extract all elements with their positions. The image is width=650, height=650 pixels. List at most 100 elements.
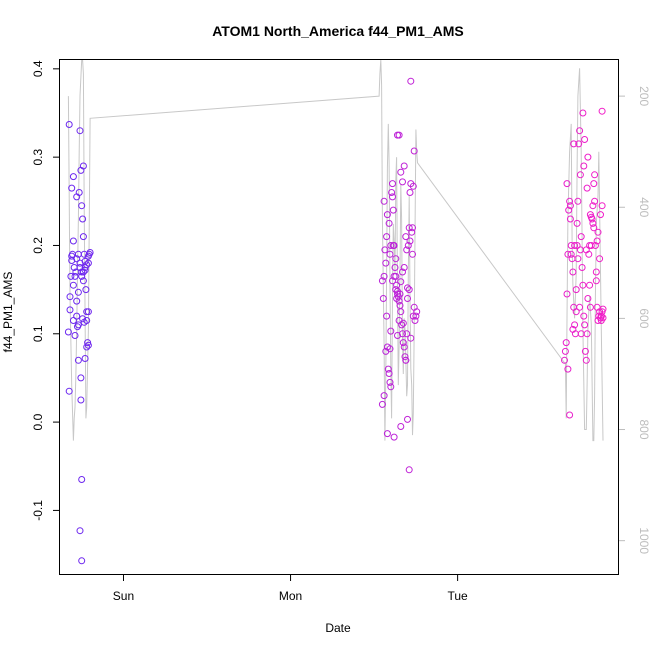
data-point — [387, 242, 395, 249]
data-point — [390, 433, 398, 441]
data-point — [69, 237, 77, 245]
y-tick-label: 0.1 — [31, 325, 45, 342]
data-point — [378, 277, 386, 285]
data-point — [78, 272, 86, 280]
data-point — [82, 286, 90, 294]
data-point — [79, 277, 87, 285]
data-point — [586, 281, 594, 289]
data-point — [405, 286, 413, 294]
data-point — [576, 171, 584, 179]
data-point — [84, 341, 92, 349]
pressure-line — [67, 59, 604, 442]
data-point — [589, 202, 597, 210]
data-point — [410, 147, 418, 155]
data-point — [383, 312, 391, 320]
data-point — [574, 197, 582, 205]
data-point — [395, 131, 403, 139]
data-point — [83, 343, 91, 351]
data-point — [577, 233, 585, 241]
data-point — [576, 127, 584, 135]
y-tick-label: 0.0 — [31, 413, 45, 430]
data-point — [584, 295, 592, 302]
data-point — [576, 303, 584, 311]
data-point — [566, 215, 574, 223]
data-point — [582, 246, 590, 254]
data-point — [593, 237, 601, 245]
y-tick-label: -0.1 — [31, 500, 45, 521]
data-point — [397, 278, 405, 286]
data-point — [590, 224, 598, 232]
data-point — [561, 347, 569, 355]
data-point — [84, 252, 92, 260]
points-layer — [64, 77, 607, 565]
data-point — [74, 321, 82, 329]
data-point — [571, 242, 579, 249]
data-point — [400, 162, 408, 170]
data-point — [392, 255, 400, 263]
data-point — [80, 318, 88, 326]
data-point — [381, 246, 389, 254]
data-point — [599, 305, 607, 313]
data-point — [573, 242, 581, 249]
data-point — [402, 233, 410, 241]
data-point — [590, 180, 598, 188]
data-point — [69, 317, 77, 324]
data-point — [411, 317, 419, 324]
data-point — [406, 237, 414, 245]
y-tick-label: 0.4 — [31, 60, 45, 77]
data-point — [400, 343, 408, 351]
x-tick-label: Mon — [279, 589, 302, 603]
data-point — [406, 189, 414, 196]
data-point — [79, 233, 87, 241]
data-point — [580, 312, 588, 320]
data-point — [577, 330, 585, 338]
data-point — [572, 286, 580, 294]
data-point — [76, 527, 84, 535]
data-point — [391, 264, 399, 271]
data-point — [78, 476, 86, 483]
data-point — [403, 330, 411, 338]
data-point — [403, 246, 411, 254]
data-point — [399, 330, 406, 338]
data-point — [382, 259, 390, 267]
data-point — [379, 295, 387, 302]
data-point — [564, 365, 572, 373]
data-point — [394, 290, 401, 298]
data-point — [583, 330, 591, 338]
data-point — [592, 268, 600, 276]
data-point — [564, 250, 572, 258]
data-point — [581, 136, 589, 143]
data-point — [569, 325, 577, 333]
data-point — [86, 249, 94, 256]
data-point — [71, 332, 79, 339]
data-point — [79, 315, 87, 323]
data-point — [399, 268, 406, 276]
data-point — [588, 215, 596, 223]
data-point — [385, 370, 393, 377]
data-point — [571, 321, 579, 329]
x-axis-label: Date — [325, 621, 351, 635]
data-point — [390, 272, 398, 280]
data-point — [573, 219, 581, 227]
data-point — [574, 255, 582, 263]
data-point — [383, 233, 391, 241]
data-point — [399, 178, 406, 186]
data-point — [408, 228, 416, 236]
data-point — [66, 293, 74, 301]
data-point — [73, 255, 81, 263]
x-tick-label: Tue — [447, 589, 468, 603]
data-point — [413, 308, 421, 316]
data-point — [388, 189, 396, 196]
data-point — [591, 242, 599, 249]
plot-frame — [59, 59, 619, 575]
pressure-line-layer — [67, 59, 604, 442]
data-point — [384, 365, 392, 373]
data-point — [67, 272, 75, 280]
data-point — [65, 387, 73, 395]
data-point — [380, 272, 388, 280]
data-point — [389, 180, 396, 188]
data-point — [565, 206, 573, 214]
data-point — [561, 356, 568, 364]
axes-layer: -0.1 0.0 0.1 0.2 0.3 0.4 200 400 600 800 1000 Sun Mo… — [31, 60, 650, 603]
data-point — [566, 197, 574, 205]
